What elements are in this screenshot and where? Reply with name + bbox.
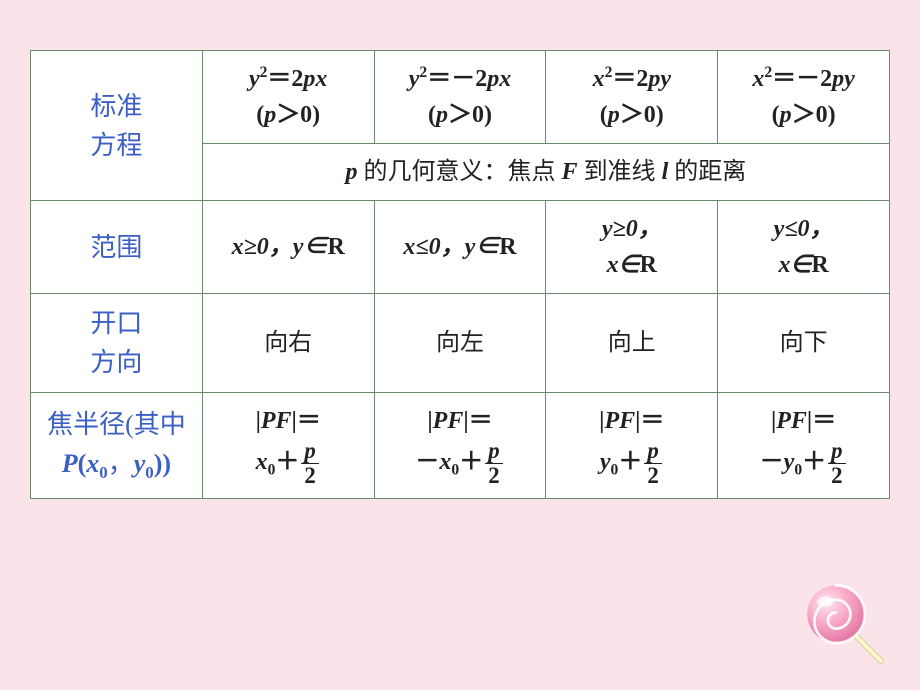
row-range: 范围 x≥0，y∈R x≤0，y∈R y≥0， x∈R y≤0， x∈R [31, 201, 890, 294]
label-focal-radius: 焦半径(其中 P(x0，y0)) [31, 393, 203, 499]
row-focal-radius: 焦半径(其中 P(x0，y0)) |PF|＝ x0＋p2 |PF|＝ －x0＋p… [31, 393, 890, 499]
parabola-summary-table: 标准方程 y2＝2px (p＞0) y2＝－2px (p＞0) x2＝2py (… [30, 50, 890, 499]
range-col4: y≤0， x∈R [718, 201, 890, 294]
range-col2: x≤0，y∈R [374, 201, 546, 294]
row-opening-direction: 开口方向 向右 向左 向上 向下 [31, 294, 890, 393]
label-standard-equation-text: 标准方程 [35, 87, 198, 165]
eq1-rhs-var: px [303, 66, 327, 92]
eq1-lhs-var: y [249, 66, 260, 92]
range-col1: x≥0，y∈R [202, 201, 374, 294]
eq-col1: y2＝2px (p＞0) [202, 51, 374, 144]
dir-col1: 向右 [202, 294, 374, 393]
pf-col3: |PF|＝ y0＋p2 [546, 393, 718, 499]
range-col3: y≥0， x∈R [546, 201, 718, 294]
dir-col4: 向下 [718, 294, 890, 393]
dir-col2: 向左 [374, 294, 546, 393]
dir-col3: 向上 [546, 294, 718, 393]
page-background: 标准方程 y2＝2px (p＞0) y2＝－2px (p＞0) x2＝2py (… [0, 0, 920, 690]
p-geometric-meaning: p 的几何意义：焦点 F 到准线 l 的距离 [202, 144, 889, 201]
label-standard-equation: 标准方程 [31, 51, 203, 201]
row-standard-equation: 标准方程 y2＝2px (p＞0) y2＝－2px (p＞0) x2＝2py (… [31, 51, 890, 144]
pf-col4: |PF|＝ －y0＋p2 [718, 393, 890, 499]
eq-col2: y2＝－2px (p＞0) [374, 51, 546, 144]
label-range: 范围 [31, 201, 203, 294]
label-opening-direction: 开口方向 [31, 294, 203, 393]
pf-col2: |PF|＝ －x0＋p2 [374, 393, 546, 499]
eq1-rhs-num: ＝2 [267, 66, 303, 92]
pf-col1: |PF|＝ x0＋p2 [202, 393, 374, 499]
eq-col4: x2＝－2py (p＞0) [718, 51, 890, 144]
lollipop-icon [800, 580, 890, 670]
eq-col3: x2＝2py (p＞0) [546, 51, 718, 144]
